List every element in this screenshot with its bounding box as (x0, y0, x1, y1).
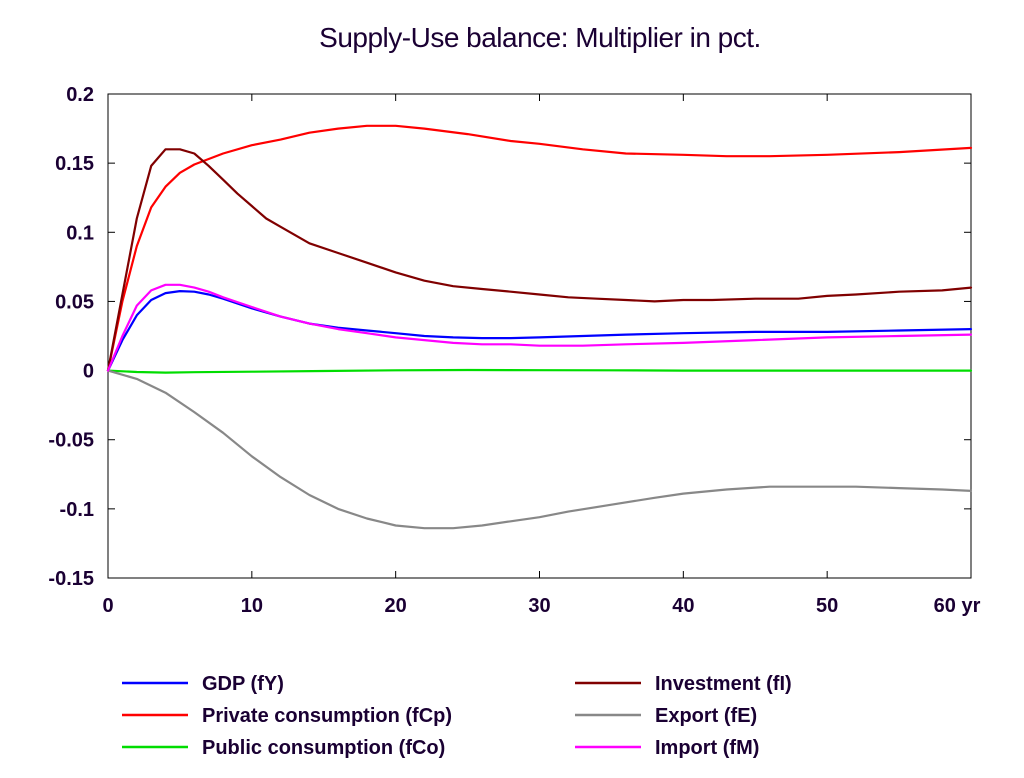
x-tick-label: 60 yr (934, 595, 981, 617)
chart-title: Supply-Use balance: Multiplier in pct. (319, 22, 761, 53)
legend-label-private-consumption-fcp: Private consumption (fCp) (202, 705, 452, 727)
y-tick-label: -0.1 (60, 499, 94, 521)
legend-label-public-consumption-fco: Public consumption (fCo) (202, 737, 445, 759)
x-tick-label: 50 (816, 595, 838, 617)
series-lines (106, 124, 973, 530)
y-tick-label: 0.05 (55, 291, 94, 313)
x-tick-label: 20 (385, 595, 407, 617)
y-tick-label: 0.1 (66, 222, 94, 244)
series-line-import-fm (106, 283, 973, 372)
series-line-public-consumption-fco (106, 368, 973, 374)
legend-label-investment-fi: Investment (fI) (655, 673, 792, 695)
y-tick-label: 0.15 (55, 153, 94, 175)
legend-label-export-fe: Export (fE) (655, 705, 757, 727)
y-tick-label: -0.05 (48, 430, 94, 452)
y-axis: 0.2 0.15 0.1 0.05 0 -0.05 -0.1 -0.15 (48, 84, 971, 590)
y-tick-label: 0.2 (66, 84, 94, 106)
series-line-export-fe (106, 369, 973, 530)
plot-border (107, 93, 972, 579)
series-line-gdp-fy (106, 290, 973, 372)
legend-label-import-fm: Import (fM) (655, 737, 759, 759)
x-tick-label: 10 (241, 595, 263, 617)
series-line-investment-fi (106, 148, 973, 372)
series-line-private-consumption-fcp (106, 124, 973, 372)
legend: GDP (fY) Private consumption (fCp) Public … (122, 673, 792, 759)
y-tick-label: -0.15 (48, 568, 94, 590)
x-tick-label: 0 (102, 595, 113, 617)
x-tick-label: 30 (528, 595, 550, 617)
x-tick-label: 40 (672, 595, 694, 617)
y-tick-label: 0 (83, 361, 94, 383)
x-axis: 0 10 20 30 40 50 60 yr (102, 94, 981, 617)
plot-frame (107, 93, 972, 579)
legend-label-gdp-fy: GDP (fY) (202, 673, 284, 695)
